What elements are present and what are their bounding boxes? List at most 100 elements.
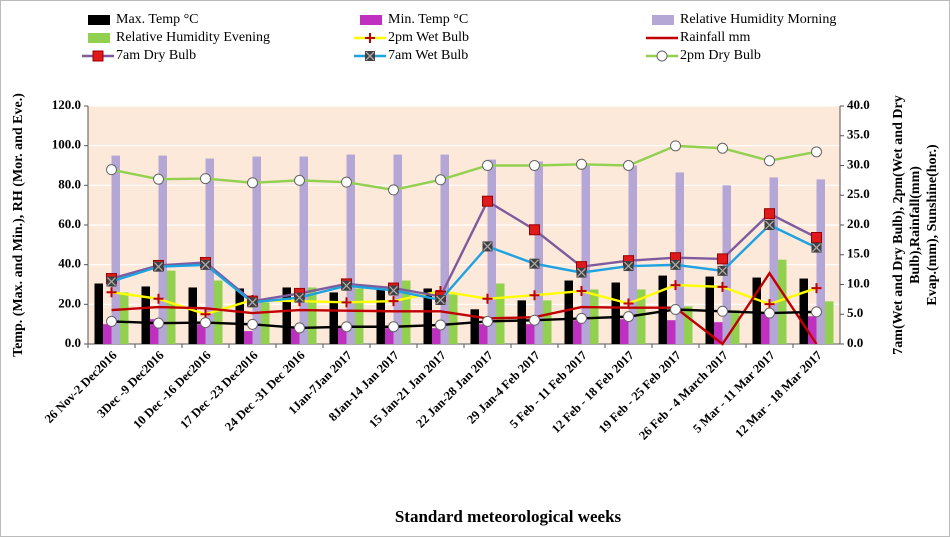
marker — [201, 260, 210, 270]
marker — [435, 319, 446, 331]
bar — [150, 319, 159, 344]
y2-tick-label: 20.0 — [847, 216, 870, 231]
line-marker — [106, 276, 117, 287]
marker — [764, 208, 775, 220]
line-marker — [153, 261, 164, 272]
legend-item: 2pm Dry Bulb — [646, 48, 761, 63]
line-marker — [435, 319, 446, 331]
marker — [670, 280, 681, 291]
bar — [731, 310, 740, 344]
bar — [308, 287, 317, 344]
marker — [341, 176, 352, 188]
line-marker — [341, 280, 352, 291]
marker — [482, 315, 493, 327]
y-tick-label: 0.0 — [65, 335, 81, 350]
line-marker — [294, 174, 305, 186]
marker — [576, 158, 587, 170]
line-marker — [576, 267, 587, 278]
legend-label: 7am Dry Bulb — [116, 48, 196, 63]
line-marker — [811, 283, 822, 294]
bar — [590, 289, 599, 344]
y-tick-label: 20.0 — [58, 295, 81, 310]
bar — [816, 179, 825, 344]
legend-item: Rainfall mm — [646, 30, 750, 45]
line — [111, 199, 818, 303]
line-marker — [153, 173, 164, 185]
line — [111, 308, 817, 330]
line-marker — [153, 293, 164, 304]
line-marker — [529, 290, 540, 301]
y2-tick-label: 30.0 — [847, 156, 870, 171]
line-marker — [247, 297, 258, 308]
marker — [717, 305, 728, 317]
line-marker — [200, 317, 211, 329]
bar — [449, 294, 458, 344]
line-marker — [482, 195, 493, 207]
marker — [107, 277, 116, 286]
line-marker — [482, 241, 493, 252]
bar — [141, 286, 150, 344]
line-marker — [717, 253, 728, 265]
marker — [294, 322, 305, 334]
line-marker — [341, 176, 352, 188]
marker — [811, 231, 822, 243]
line-marker — [482, 315, 493, 327]
marker — [295, 293, 304, 303]
marker — [577, 268, 586, 278]
line-marker — [717, 305, 728, 317]
bar — [291, 328, 300, 344]
line-marker — [435, 294, 446, 305]
marker — [106, 164, 117, 176]
marker — [483, 241, 492, 251]
bar — [111, 155, 120, 344]
bar — [338, 328, 347, 344]
bar — [534, 161, 543, 344]
marker — [623, 311, 634, 323]
line-marker — [764, 299, 775, 310]
marker — [294, 174, 305, 186]
line-marker — [811, 146, 822, 158]
legend-label: Min. Temp °C — [388, 12, 468, 27]
legend-item: 7am Dry Bulb — [82, 48, 196, 63]
line-marker — [294, 292, 305, 303]
marker — [436, 295, 445, 305]
bar — [487, 159, 496, 344]
marker — [576, 286, 587, 297]
marker — [341, 297, 352, 308]
line-marker — [623, 311, 634, 323]
y-tick-label: 60.0 — [58, 216, 81, 231]
y2-tick-label: 5.0 — [847, 305, 863, 320]
y-tick-label: 40.0 — [58, 256, 81, 271]
marker — [529, 290, 540, 301]
bar — [573, 320, 582, 344]
marker — [717, 253, 728, 265]
bar — [329, 292, 338, 344]
line-marker — [764, 208, 775, 220]
marker — [247, 177, 258, 189]
legend-label: Rainfall mm — [680, 30, 750, 45]
line-marker — [294, 322, 305, 334]
line-marker — [576, 158, 587, 170]
legend-item: Relative Humidity Evening — [88, 30, 270, 45]
line-marker — [529, 224, 540, 236]
marker — [529, 224, 540, 236]
line — [111, 144, 817, 192]
marker — [671, 260, 680, 270]
marker — [153, 317, 164, 329]
bar — [611, 282, 620, 344]
marker — [435, 174, 446, 186]
marker — [670, 303, 681, 315]
marker — [92, 50, 104, 62]
legend-item: 7am Wet Bulb — [354, 48, 468, 63]
marker — [388, 321, 399, 333]
marker — [389, 285, 398, 295]
line-marker — [717, 281, 728, 292]
marker — [482, 160, 493, 171]
y2-axis-title: Bulb),Rainfall(mm) — [908, 166, 923, 284]
line — [111, 223, 818, 304]
legend-swatch — [88, 15, 110, 25]
marker — [717, 281, 728, 292]
bar — [637, 289, 646, 344]
marker — [811, 306, 822, 318]
